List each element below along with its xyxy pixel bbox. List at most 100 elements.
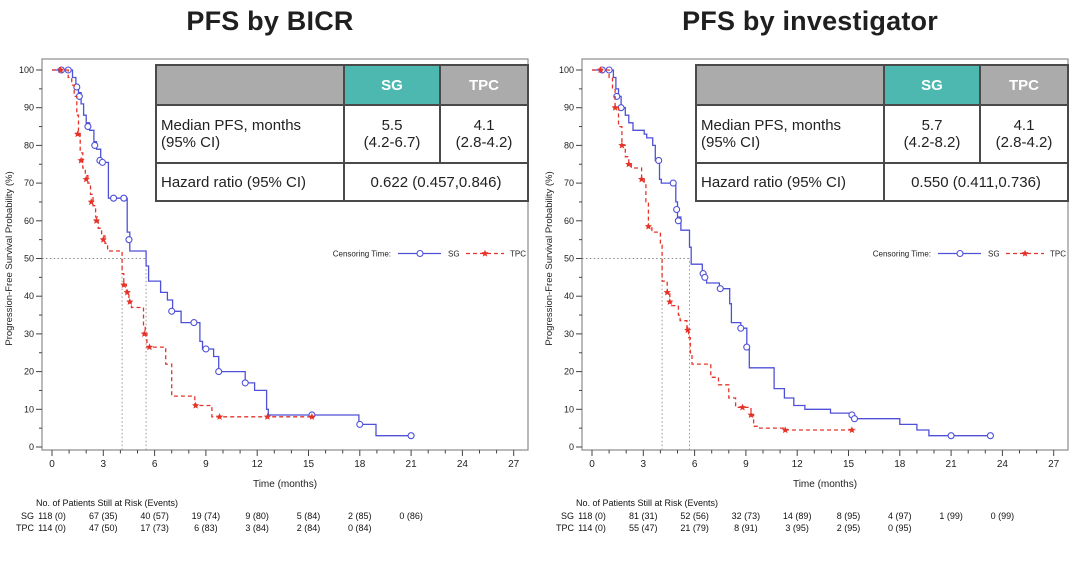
stats-line: (2.8-4.2): [995, 134, 1053, 151]
stats-header-tpc: TPC: [979, 64, 1069, 106]
stats-hr-row: Hazard ratio (95% CI) 0.550 (0.411,0.736…: [695, 162, 1069, 202]
y-tick-label: 30: [564, 329, 574, 339]
panel-pfs-bicr: 0 10 20 30 40 50 60 70 80 90 100 0 3 6 9 12 15 18 21 24 27 Ti…: [0, 6, 540, 557]
censor-star-icon: [618, 141, 626, 149]
chart-title-bicr: PFS by BICR: [186, 6, 354, 36]
y-tick-label: 100: [19, 65, 34, 75]
risk-value: 1 (99): [939, 511, 963, 521]
x-tick-label: 27: [508, 459, 520, 470]
median-tpc-cell: 4.1 (2.8-4.2): [979, 104, 1069, 164]
censor-circle-icon: [168, 307, 176, 315]
risk-table-header: No. of Patients Still at Risk (Events): [36, 498, 179, 508]
risk-value: 0 (95): [888, 523, 912, 533]
risk-value: 17 (73): [140, 523, 169, 533]
stats-median-row: Median PFS, months (95% CI) 5.7 (4.2-8.2…: [695, 104, 1069, 164]
censor-star-icon: [263, 413, 272, 420]
x-axis-label: Time (months): [793, 479, 857, 490]
censor-star-icon: [308, 413, 316, 420]
x-tick-label: 9: [203, 459, 209, 470]
risk-row-label: TPC: [556, 523, 574, 533]
stats-line: (95% CI): [701, 134, 761, 151]
stats-header-sg: SG: [883, 64, 981, 106]
risk-value: 2 (85): [348, 511, 372, 521]
stats-line: (95% CI): [161, 134, 221, 151]
risk-table-header: No. of Patients Still at Risk (Events): [576, 498, 719, 508]
risk-value: 114 (0): [38, 523, 66, 533]
censor-star-icon: [848, 426, 856, 434]
stats-header-sg: SG: [343, 64, 441, 106]
censor-circle-icon: [850, 415, 859, 423]
risk-value: 40 (57): [140, 511, 169, 521]
plot-frame: [581, 58, 1069, 451]
risk-value: 55 (47): [629, 523, 658, 533]
legend-sg-label: SG: [988, 250, 1000, 259]
x-tick-label: 21: [946, 459, 958, 470]
censor-circle-icon: [743, 343, 751, 351]
risk-value: 14 (89): [782, 511, 812, 521]
y-tick-label: 50: [564, 254, 574, 264]
censor-star-icon: [638, 175, 646, 183]
x-tick-label: 27: [1048, 459, 1060, 470]
censor-star-icon: [92, 217, 101, 224]
censor-star-icon: [99, 235, 107, 243]
risk-value: 21 (79): [680, 523, 709, 533]
y-tick-label: 20: [564, 367, 574, 377]
censor-star-icon: [611, 103, 619, 111]
x-tick-label: 3: [101, 459, 107, 470]
censor-circle-icon: [669, 179, 677, 187]
legend-tpc-label: TPC: [510, 250, 526, 259]
censor-circle-icon: [986, 432, 994, 440]
censor-circle-icon: [407, 432, 415, 440]
y-tick-label: 100: [559, 65, 574, 75]
y-axis-label: Progression-Free Survival Probability (%…: [544, 171, 555, 345]
legend-tpc-star-icon: [1021, 249, 1029, 257]
censor-star-icon: [77, 156, 85, 164]
y-tick-label: 70: [24, 178, 34, 188]
stats-line: (4.2-8.2): [903, 134, 961, 151]
censor-circle-icon: [737, 324, 745, 332]
censor-star-icon: [192, 401, 200, 409]
censor-circle-icon: [356, 420, 364, 428]
x-tick-label: 0: [589, 459, 595, 470]
censor-circle-icon: [120, 194, 128, 202]
x-tick-label: 6: [152, 459, 158, 470]
y-tick-label: 60: [24, 216, 34, 226]
censor-circle-icon: [701, 273, 709, 281]
stats-line: 4.1: [1013, 117, 1035, 134]
censor-circle-icon: [655, 156, 663, 165]
risk-value: 9 (80): [245, 511, 269, 521]
km-curve-sg: [592, 69, 991, 437]
median-tpc-cell: 4.1 (2.8-4.2): [439, 104, 529, 164]
x-tick-label: 24: [997, 459, 1009, 470]
median-sg-cell: 5.5 (4.2-6.7): [343, 104, 441, 164]
stats-line: Median PFS, months: [701, 117, 842, 134]
censor-star-icon: [781, 426, 789, 434]
censor-circle-icon: [716, 285, 724, 293]
y-tick-label: 10: [564, 404, 574, 414]
legend-sg-label: SG: [448, 250, 460, 259]
risk-table-investigator: No. of Patients Still at Risk (Events) SG…: [540, 497, 1080, 557]
x-tick-label: 3: [641, 459, 647, 470]
x-tick-label: 24: [457, 459, 469, 470]
x-tick-label: 15: [303, 459, 315, 470]
censor-star-icon: [82, 175, 90, 183]
km-plot-investigator: 0 10 20 30 40 50 60 70 80 90 100 0 3 6 9 12 15 18 21 24 27 Ti…: [544, 58, 1069, 490]
hr-value-cell: 0.550 (0.411,0.736): [883, 162, 1069, 202]
risk-value: 8 (91): [734, 523, 758, 533]
risk-value: 4 (97): [888, 511, 912, 521]
censor-circle-icon: [202, 345, 210, 353]
censor-star-icon: [684, 326, 692, 334]
censor-star-icon: [120, 281, 128, 288]
risk-value: 52 (56): [680, 511, 709, 521]
x-tick-label: 6: [692, 459, 698, 470]
stats-line: (4.2-6.7): [363, 134, 421, 151]
censor-star-icon: [644, 222, 652, 230]
censor-star-icon: [747, 411, 755, 418]
risk-row-label: SG: [560, 511, 574, 521]
risk-table-bicr: No. of Patients Still at Risk (Events) SG…: [0, 497, 540, 557]
censor-star-icon: [666, 298, 674, 305]
stats-table-bicr: SG TPC Median PFS, months (95% CI) 5.5 (…: [155, 64, 529, 202]
y-tick-label: 10: [24, 404, 34, 414]
censor-circle-icon: [947, 432, 955, 440]
risk-value: 2 (84): [296, 523, 321, 533]
